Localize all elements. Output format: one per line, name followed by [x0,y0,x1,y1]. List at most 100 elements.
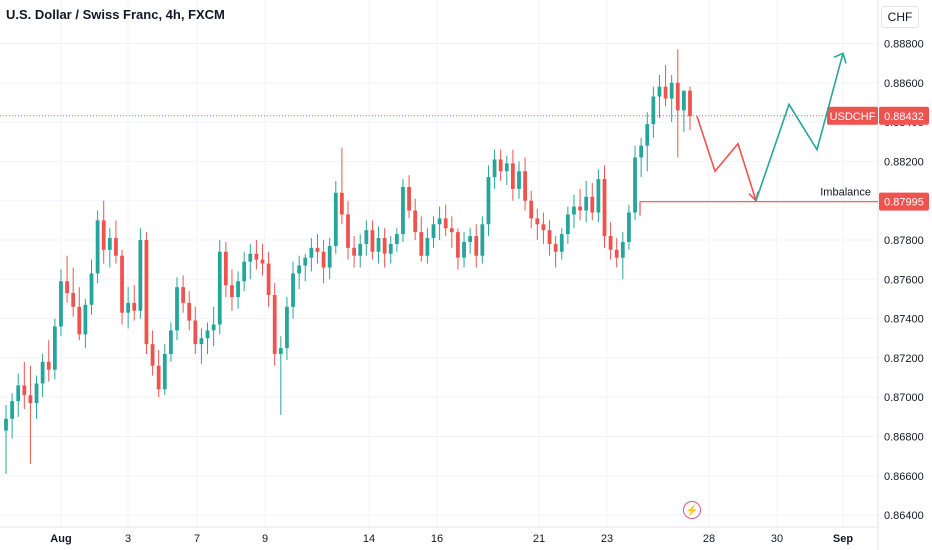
y-tick-label: 0.86400 [884,510,924,522]
candle-down [101,220,106,250]
symbol-tag-label: USDCHF [830,111,876,123]
candle-down [541,224,546,231]
candle-up [16,385,21,402]
candle-up [565,214,570,235]
y-tick-label: 0.88200 [884,156,924,168]
candle-down [413,210,418,233]
candle-up [236,281,240,297]
candle-up [205,330,210,339]
candle-down [456,232,460,258]
candle-up [364,230,369,244]
candle-down [346,214,350,248]
candle-up [584,196,589,211]
candle-up [572,206,576,215]
candle-up [297,265,302,274]
projection-up-arrowhead [833,52,847,64]
candle-up [669,82,674,99]
candle-down [498,159,503,172]
candle-down [321,251,326,268]
candle-up [217,251,222,325]
candle-down [46,361,51,370]
candle-up [633,157,637,213]
candle-up [504,163,509,172]
candle-up [59,281,63,327]
y-tick-label: 0.87800 [884,235,924,247]
projection-down-path [696,115,757,201]
candle-down [407,186,411,211]
symbol-tag [827,106,878,125]
candle-up [199,338,204,345]
candle-up [285,306,289,349]
candle-up [425,238,430,256]
candle-down [352,247,357,256]
imbalance-value: 0.87995 [884,197,924,209]
candle-down [156,365,161,390]
y-tick-label: 0.88600 [884,78,924,90]
candle-up [681,90,686,111]
candle-down [608,236,613,250]
candle-up [107,238,112,250]
candle-up [645,124,650,146]
candle-up [138,240,143,311]
candle-up [559,234,564,252]
candle-down [28,395,33,404]
y-tick-label: 0.87400 [884,314,924,326]
x-tick-label: 28 [703,533,715,545]
candle-down [602,179,607,237]
flash-icon[interactable]: ⚡ [683,501,701,519]
candle-up [162,353,167,390]
candle-up [40,361,45,384]
candle-down [315,247,320,252]
candle-down [675,82,680,111]
candle-down [547,230,552,244]
candle-down [614,249,619,258]
imbalance-label: Imbalance [820,187,871,199]
candle-up [437,218,442,225]
candle-down [419,232,424,256]
candle-down [529,200,534,219]
projection-up-path [755,53,844,201]
candle-up [486,177,491,225]
candle-up [95,220,100,274]
candle-down [77,306,82,335]
candle-down [132,302,137,311]
candle-up [248,253,253,262]
candle-up [211,324,216,331]
candle-up [431,224,436,239]
currency-button[interactable]: CHF [881,6,919,28]
candle-up [517,171,521,189]
candle-down [150,344,155,366]
candle-down [370,230,375,252]
x-tick-label: Sep [833,533,853,545]
candle-down [449,228,454,233]
last-price-tag [879,106,929,125]
candle-up [358,243,363,256]
candle-up [10,401,15,419]
candle-up [651,96,656,125]
candle-up [309,247,314,258]
candle-up [462,241,466,258]
candle-down [223,251,228,286]
candle-up [89,273,94,305]
candle-down [181,287,186,303]
x-tick-label: 14 [363,533,375,545]
x-tick-label: 3 [125,533,131,545]
candle-down [193,320,198,345]
candle-up [627,212,631,242]
candle-up [126,302,131,313]
x-tick-label: 21 [533,533,545,545]
candle-up [52,326,57,370]
candle-down [272,295,277,354]
candle-up [34,383,39,404]
y-tick-label: 0.87200 [884,353,924,365]
x-tick-label: 30 [771,533,783,545]
candle-up [394,234,399,244]
y-tick-label: 0.87000 [884,392,924,404]
candle-down [578,206,582,211]
y-tick-label: 0.86800 [884,432,924,444]
candle-down [254,253,259,260]
candle-down [510,163,515,189]
candle-down [260,259,265,264]
candle-up [620,241,625,258]
